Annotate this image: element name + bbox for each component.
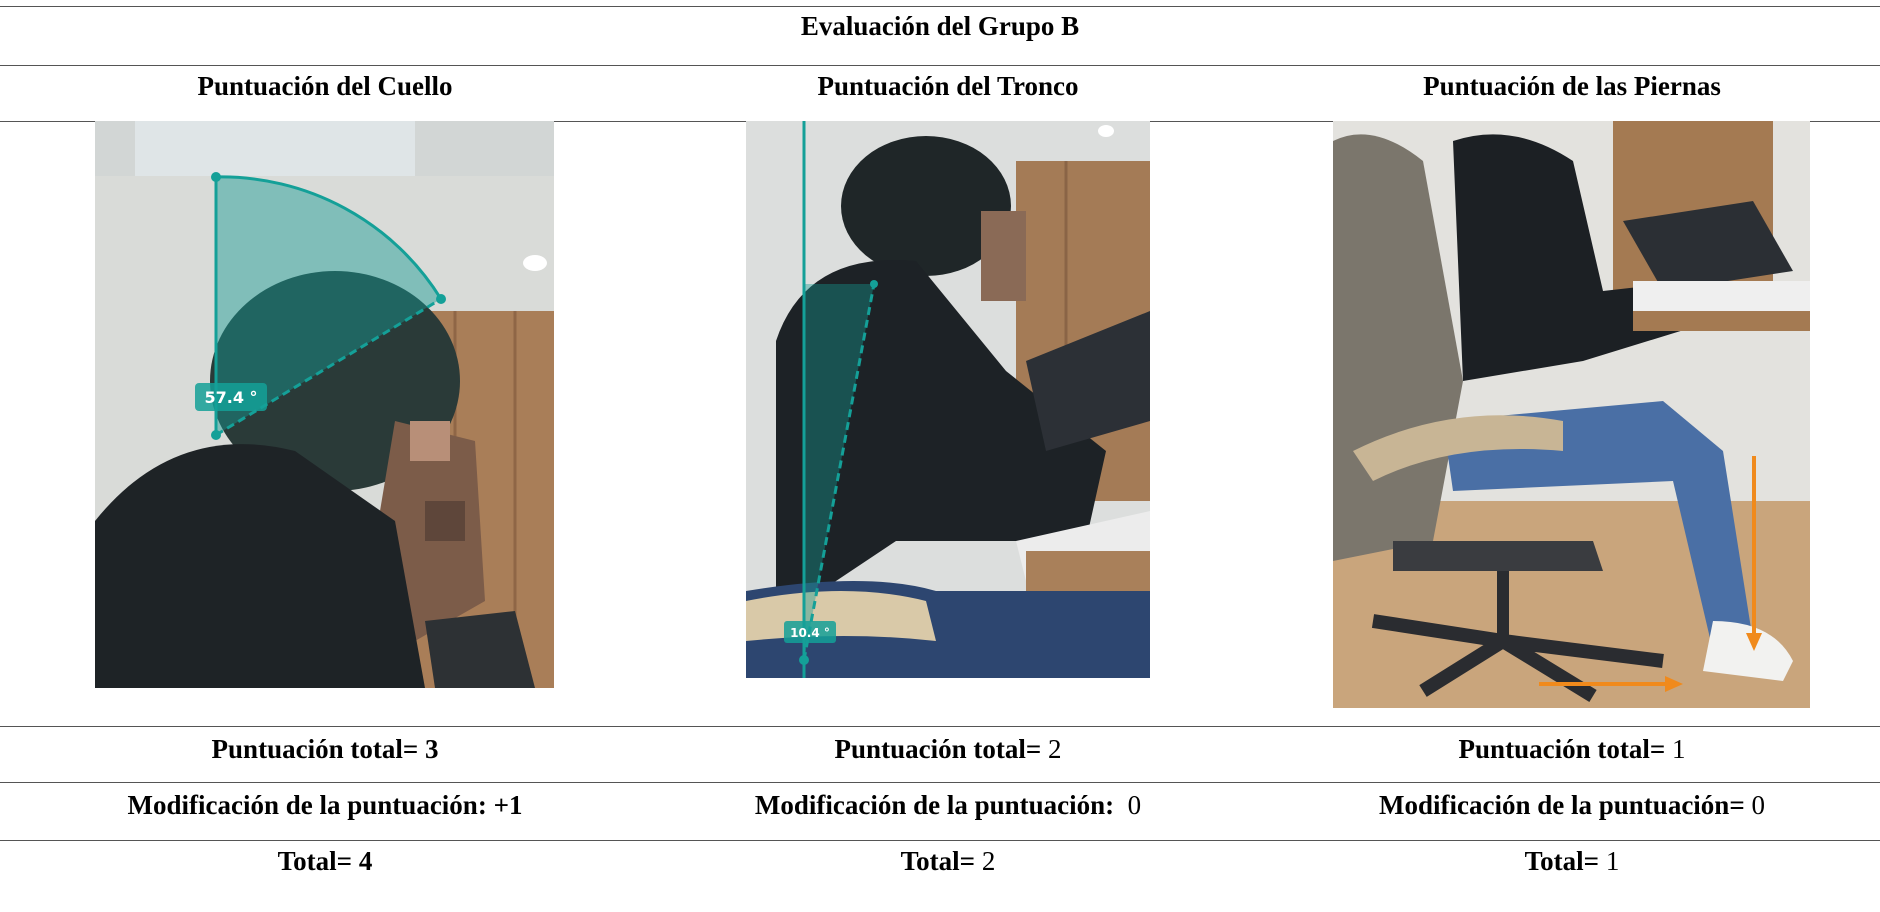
table-rule — [0, 65, 1880, 66]
table-rule — [0, 840, 1880, 841]
score-final: Total= 4 — [15, 845, 635, 877]
neck-photo: 57.4 ° — [95, 121, 554, 688]
score-modification: Modificación de la puntuación= 0 — [1262, 789, 1880, 821]
score-total: Puntuación total= 3 — [15, 733, 635, 765]
table-title: Evaluación del Grupo B — [800, 11, 1080, 41]
score-value: 2 — [981, 846, 996, 876]
score-value: 0 — [1127, 790, 1142, 820]
table-rule — [0, 782, 1880, 783]
score-label: Total= — [1524, 846, 1600, 876]
score-total: Puntuación total= 1 — [1262, 733, 1880, 765]
score-modification: Modificación de la puntuación: +1 — [15, 789, 635, 821]
score-label: Modificación de la puntuación= — [1379, 790, 1745, 820]
score-value: 3 — [424, 734, 439, 764]
score-label: Puntuación total= — [1458, 734, 1666, 764]
column-header: Puntuación del Cuello — [197, 71, 453, 101]
legs-photo — [1333, 121, 1810, 708]
score-value: 4 — [358, 846, 373, 876]
score-total: Puntuación total= 2 — [638, 733, 1258, 765]
score-label: Total= — [277, 846, 353, 876]
score-label: Modificación de la puntuación: — [127, 790, 487, 820]
column-header: Puntuación de las Piernas — [1423, 71, 1721, 101]
score-value: +1 — [493, 790, 523, 820]
score-value: 1 — [1605, 846, 1620, 876]
score-label: Puntuación total= — [211, 734, 419, 764]
column-header: Puntuación del Tronco — [817, 71, 1079, 101]
score-modification: Modificación de la puntuación: 0 — [638, 789, 1258, 821]
table-rule — [0, 6, 1880, 7]
score-label: Total= — [900, 846, 976, 876]
score-label: Puntuación total= — [834, 734, 1042, 764]
angle-label: 10.4 ° — [790, 626, 830, 640]
score-final: Total= 2 — [638, 845, 1258, 877]
trunk-photo: 10.4 ° — [746, 121, 1150, 678]
table-rule — [0, 726, 1880, 727]
score-value: 2 — [1047, 734, 1062, 764]
score-value: 0 — [1751, 790, 1765, 820]
angle-label: 57.4 ° — [204, 388, 257, 407]
score-final: Total= 1 — [1262, 845, 1880, 877]
score-label: Modificación de la puntuación: — [754, 790, 1115, 820]
score-value: 1 — [1671, 734, 1686, 764]
